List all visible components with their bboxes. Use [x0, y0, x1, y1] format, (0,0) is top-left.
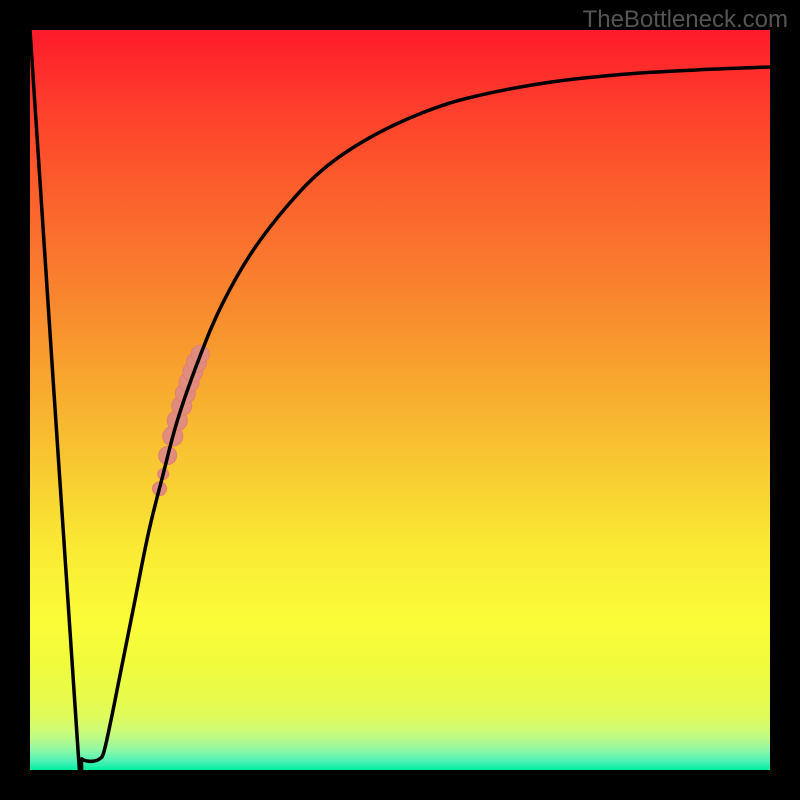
plot-area	[30, 30, 770, 770]
markers-group	[153, 345, 210, 496]
chart-container: TheBottleneck.com	[0, 0, 800, 800]
bottleneck-curve	[30, 30, 770, 770]
curve-layer	[30, 30, 770, 770]
watermark-text: TheBottleneck.com	[583, 6, 788, 34]
